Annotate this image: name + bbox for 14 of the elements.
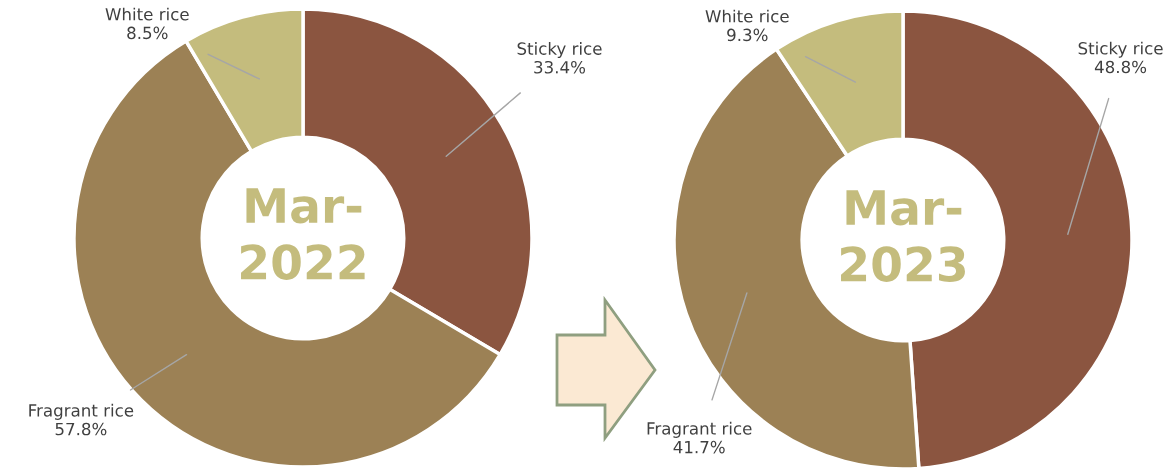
data-label: 33.4%: [534, 60, 586, 74]
slice-label: Fragrant rice: [29, 403, 134, 420]
slice-label: Fragrant rice: [647, 421, 752, 438]
data-label: 48.8%: [1094, 60, 1147, 74]
data-label: 41.7%: [673, 440, 725, 454]
slice-label: Sticky rice: [1078, 41, 1163, 58]
slice-label: Sticky rice: [517, 41, 602, 59]
slice-label: White rice: [705, 9, 789, 23]
data-label: 57.8%: [55, 422, 107, 436]
text: Mar- 2022: [241, 188, 365, 280]
slice-label: White rice: [105, 7, 189, 21]
text: Mar- 2023: [841, 190, 965, 282]
data-label: 8.5%: [127, 26, 168, 40]
data-label: 9.3%: [727, 28, 768, 42]
